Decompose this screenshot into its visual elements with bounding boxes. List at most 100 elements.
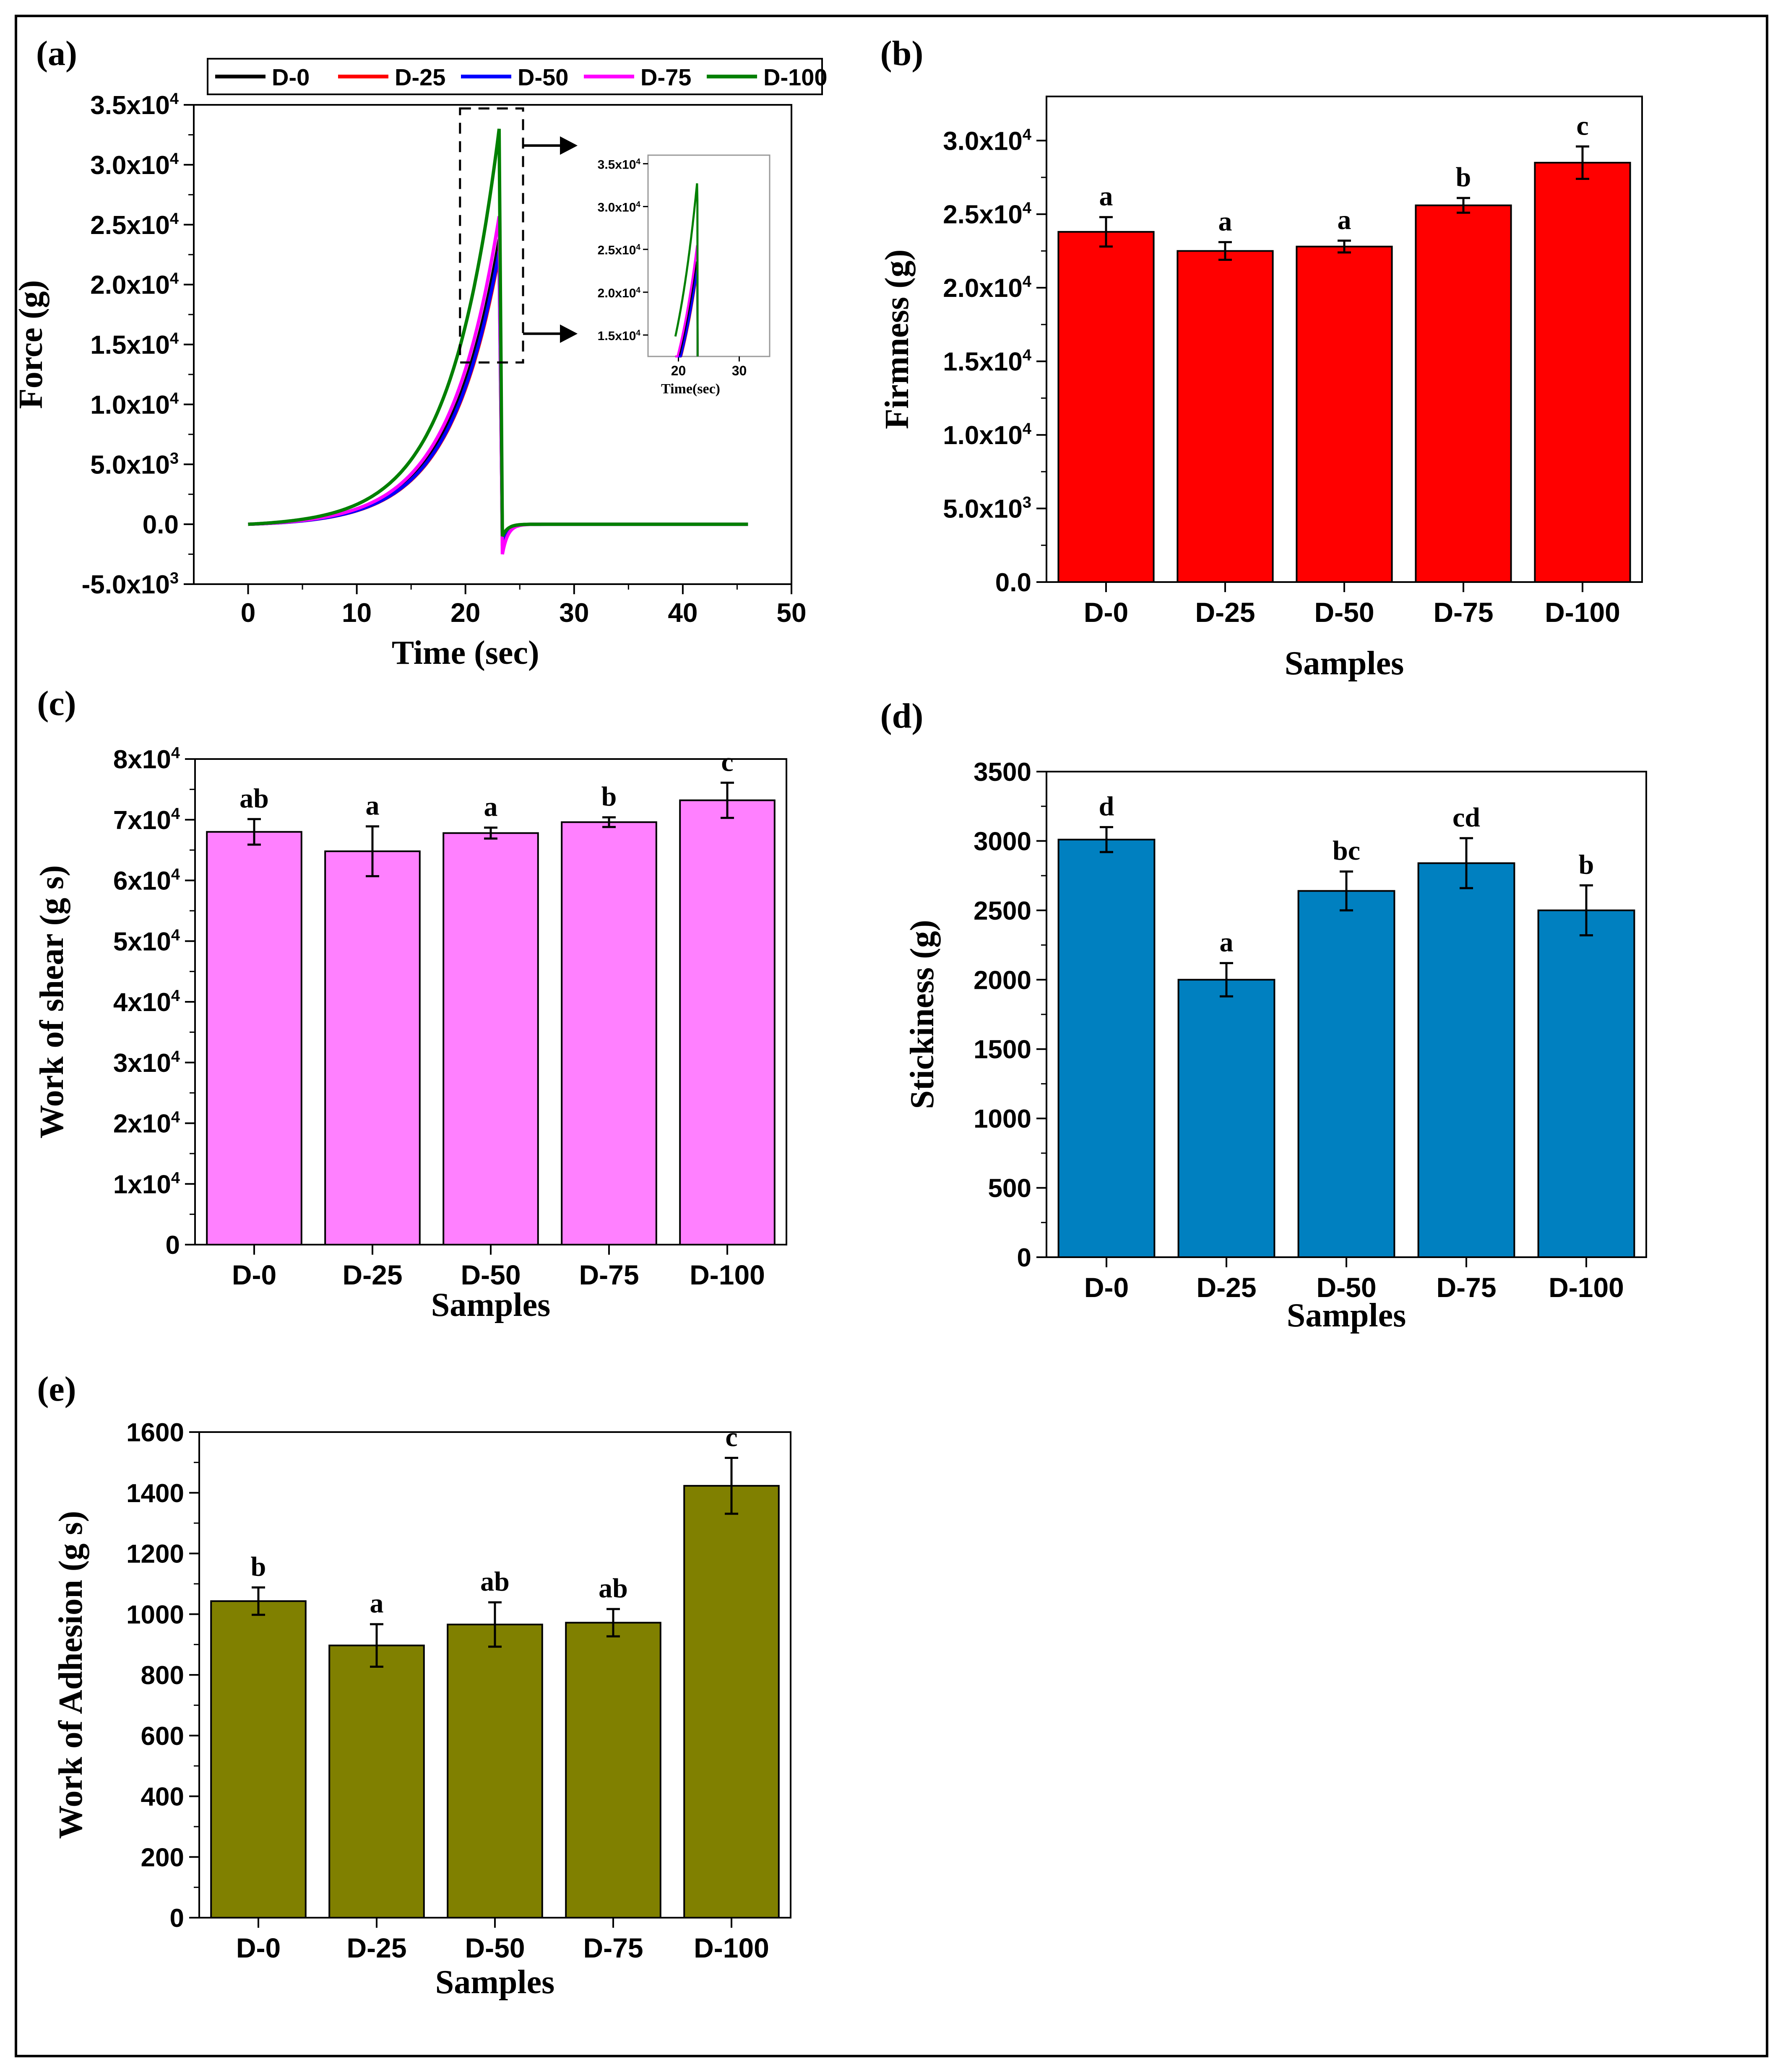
bar — [1417, 862, 1515, 1258]
x-tick-label: D-100 — [1545, 597, 1620, 628]
inset-y-tick-label: 3.0x104 — [598, 200, 641, 215]
zoom-box — [459, 107, 524, 364]
x-tick-label: D-75 — [579, 1259, 639, 1290]
panel-d-stickiness-chart: (d) 0 500 1000 1500 2000 2500 3000 3500 d D-0 a D-25… — [880, 697, 1647, 1334]
y-tick-label: 600 — [141, 1722, 184, 1751]
legend-label: D-75 — [640, 64, 691, 91]
y-tick-label: 3.0x104 — [943, 126, 1031, 156]
panel-b-firmness-chart: (b) 0.0 5.0x103 1.0x104 1.5x104 2.0x104 2.5x10… — [879, 34, 1643, 682]
x-axis-title: Samples — [431, 1287, 551, 1323]
y-tick-label: 3500 — [973, 758, 1031, 787]
bar — [1537, 909, 1635, 1258]
x-tick-label: 10 — [342, 598, 372, 628]
inset-x-tick-label: 30 — [732, 363, 747, 378]
significance-letter: b — [1456, 162, 1471, 192]
inset-series-line-D-50 — [675, 270, 699, 358]
bar — [1177, 979, 1275, 1258]
y-tick-label: 0.0 — [995, 568, 1031, 597]
y-tick-label: 1.5x104 — [90, 330, 179, 360]
y-axis-title: Force (g) — [13, 280, 49, 409]
inset-x-axis-title: Time(sec) — [661, 381, 720, 397]
y-tick-label: 3x104 — [113, 1048, 180, 1078]
x-tick-label: D-50 — [465, 1932, 525, 1963]
significance-letter: a — [366, 790, 380, 821]
bar — [1177, 250, 1274, 583]
y-axis-title: Stickiness (g) — [904, 920, 941, 1109]
y-axis-title: Work of shear (g s) — [34, 865, 70, 1139]
y-tick-label: 0 — [170, 1904, 184, 1933]
series-line-D-100 — [248, 128, 748, 537]
inset-y-tick-label: 2.0x104 — [598, 286, 641, 300]
x-tick-label: 20 — [450, 598, 480, 628]
x-tick-label: D-100 — [690, 1259, 765, 1290]
y-tick-label: 400 — [141, 1783, 184, 1812]
y-tick-label: 2500 — [973, 897, 1031, 926]
bar — [683, 1485, 780, 1919]
bar — [447, 1623, 543, 1919]
y-tick-label: 2.5x104 — [90, 210, 179, 240]
significance-letter: a — [1218, 206, 1232, 237]
significance-letter: bc — [1333, 835, 1360, 866]
x-tick-label: D-0 — [236, 1932, 281, 1963]
significance-letter: ab — [599, 1573, 628, 1604]
bar — [565, 1622, 661, 1919]
x-tick-label: D-25 — [1196, 1272, 1256, 1303]
y-tick-label: 3.0x104 — [90, 150, 179, 180]
legend-label: D-50 — [518, 64, 568, 91]
significance-letter: d — [1099, 791, 1114, 822]
y-tick-label: 0 — [1017, 1243, 1031, 1272]
y-tick-label: 1.5x104 — [943, 347, 1031, 377]
y-tick-label: 6x104 — [113, 866, 180, 896]
significance-letter: a — [370, 1588, 384, 1619]
x-axis-title: Samples — [1285, 645, 1404, 682]
significance-letter: c — [725, 1422, 737, 1453]
legend-label: D-0 — [272, 64, 310, 91]
y-tick-label: 4x104 — [113, 987, 180, 1017]
y-tick-label: 3.5x104 — [90, 90, 179, 120]
x-axis-title: Samples — [435, 1964, 555, 2001]
y-tick-label: 8x104 — [113, 744, 180, 774]
panel-label: (c) — [37, 684, 76, 723]
y-tick-label: 7x104 — [113, 805, 180, 835]
y-tick-label: -5.0x103 — [82, 569, 179, 599]
y-tick-label: 800 — [141, 1661, 184, 1690]
significance-letter: a — [1338, 205, 1351, 235]
y-tick-label: 1400 — [126, 1479, 184, 1508]
x-tick-label: D-100 — [1549, 1272, 1624, 1303]
bar — [206, 831, 302, 1245]
bar — [1057, 231, 1155, 583]
y-tick-label: 2.5x104 — [943, 200, 1031, 229]
bar — [679, 799, 776, 1245]
inset-series-line-D-75 — [675, 245, 699, 358]
significance-letter: c — [721, 746, 733, 777]
y-axis-title: Firmness (g) — [879, 250, 916, 429]
panel-label: (a) — [36, 34, 77, 73]
zoom-arrowhead — [560, 136, 578, 155]
x-tick-label: D-75 — [583, 1932, 643, 1963]
zoom-arrowhead — [560, 324, 578, 343]
x-tick-label: D-100 — [694, 1932, 769, 1963]
significance-letter: b — [1579, 849, 1594, 880]
bar — [328, 1644, 425, 1919]
y-tick-label: 5x104 — [113, 926, 180, 956]
panel-label: (d) — [880, 697, 924, 736]
x-axis-title: Time (sec) — [392, 634, 539, 671]
y-tick-label: 0 — [166, 1231, 180, 1260]
significance-letter: b — [601, 781, 617, 812]
x-tick-label: D-25 — [1195, 597, 1255, 628]
legend-label: D-25 — [395, 64, 445, 91]
x-tick-label: 50 — [776, 598, 806, 628]
bar — [210, 1600, 307, 1919]
y-tick-label: 1600 — [126, 1418, 184, 1447]
x-tick-label: D-50 — [1314, 597, 1374, 628]
significance-letter: ab — [480, 1566, 510, 1597]
y-tick-label: 2x104 — [113, 1109, 180, 1139]
significance-letter: c — [1576, 110, 1588, 141]
x-tick-label: 0 — [241, 598, 256, 628]
y-tick-label: 200 — [141, 1843, 184, 1872]
panel-a-line-chart: (a) -5.0x103 0.0 5.0x103 1.0x104 1.5x104 2.0x1… — [13, 34, 828, 671]
x-tick-label: D-75 — [1436, 1272, 1496, 1303]
y-tick-label: 5.0x103 — [90, 450, 179, 479]
y-tick-label: 500 — [988, 1174, 1031, 1203]
